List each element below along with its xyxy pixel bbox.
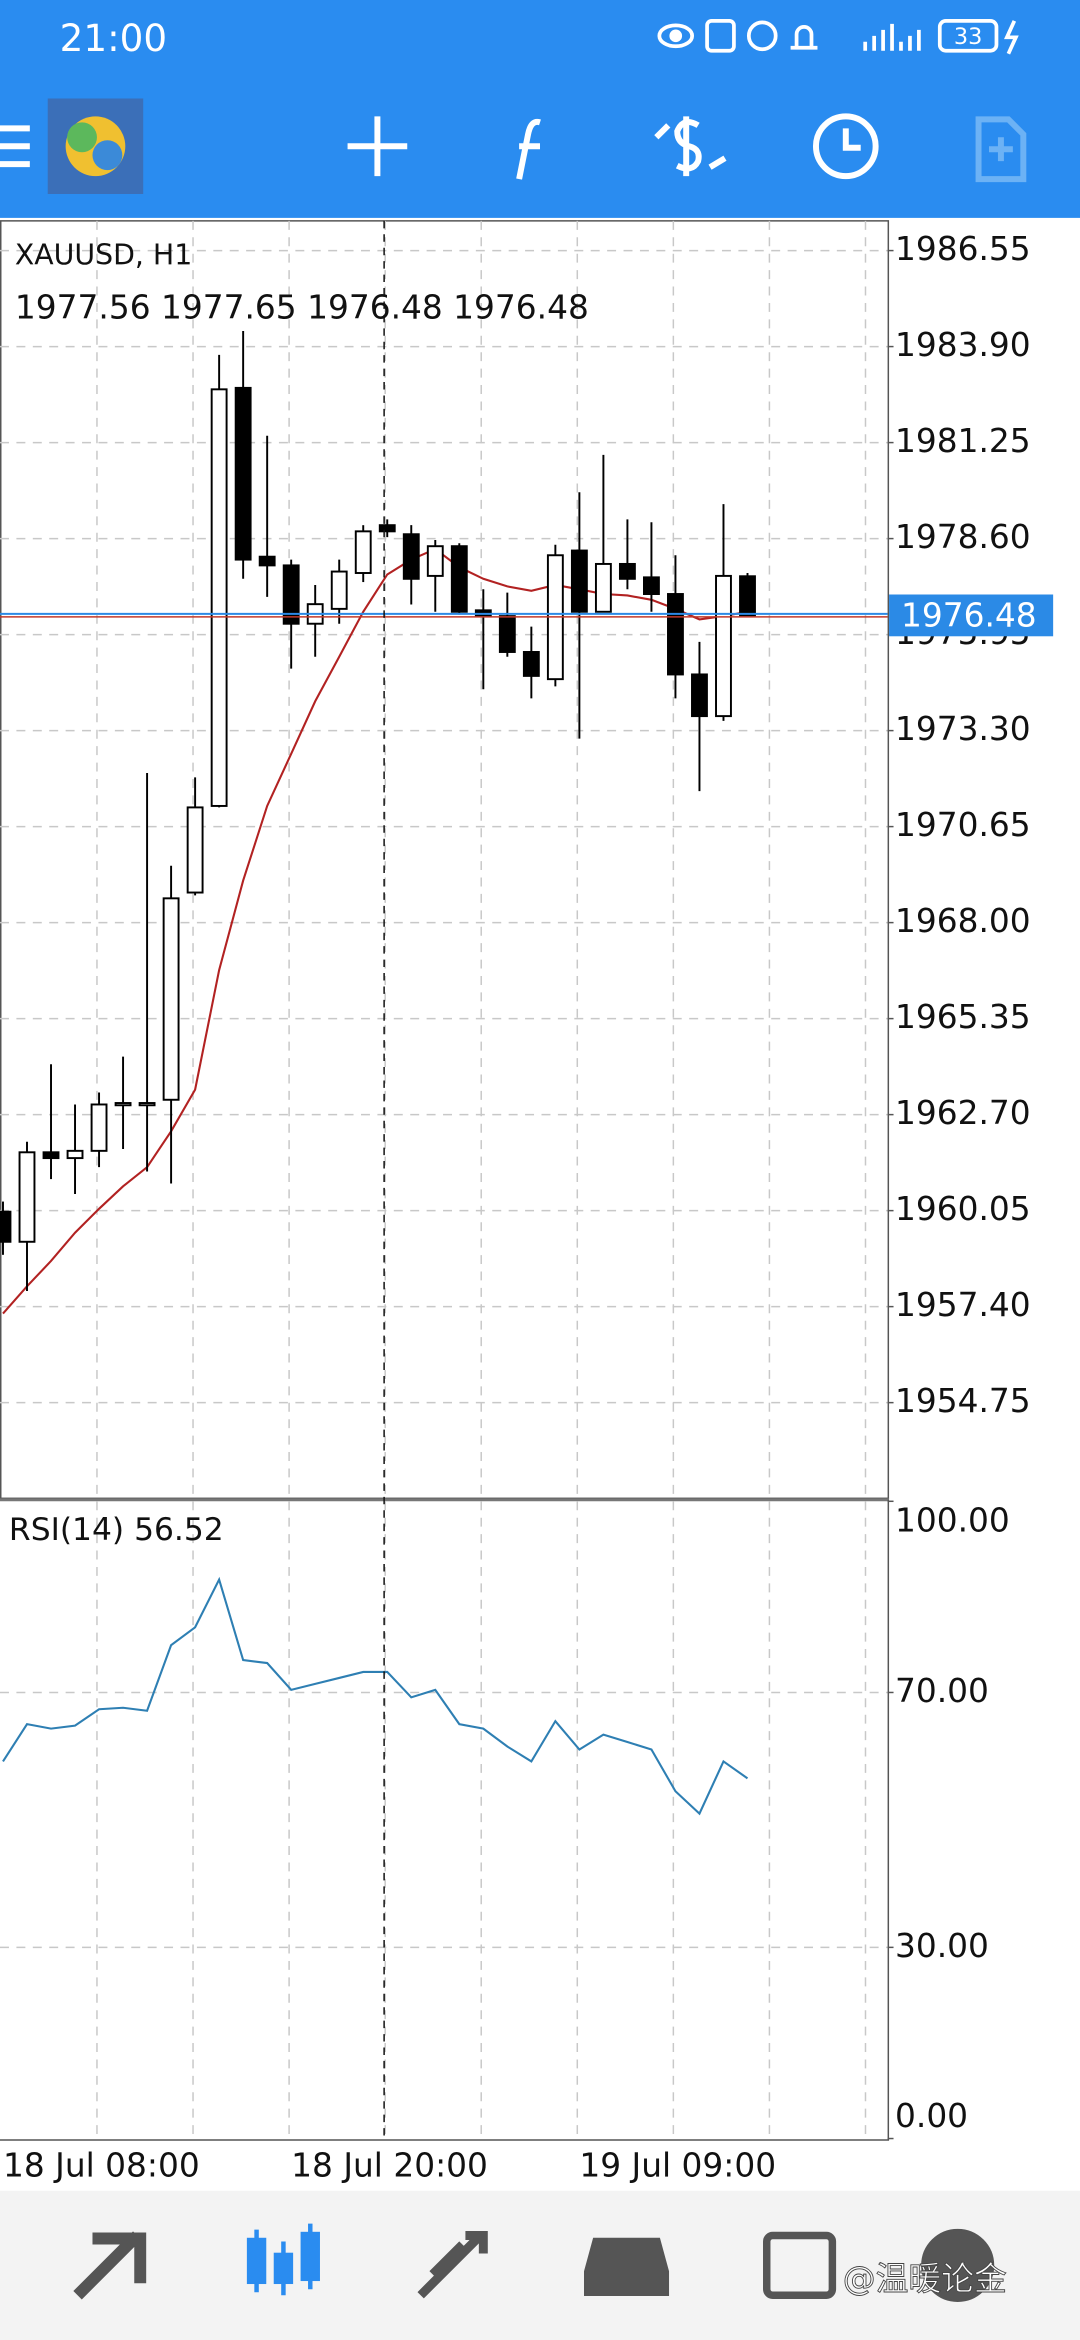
y-tick-label: 30.00: [895, 1927, 989, 1965]
status-time: 21:00: [60, 16, 167, 60]
last-price-label: 1976.48: [901, 596, 1037, 634]
candle-body: [258, 555, 276, 567]
ohlc-readout: 1977.56 1977.65 1976.48 1976.48: [15, 288, 589, 326]
candle-body: [90, 1103, 108, 1152]
battery-level: 33: [954, 24, 982, 50]
candle-body: [450, 545, 468, 613]
timeframe-button[interactable]: [812, 113, 879, 180]
watermark: @温暖论金: [843, 2260, 1007, 2298]
nav-quotes[interactable]: [73, 2231, 147, 2300]
nav-icons: [73, 2223, 995, 2302]
y-tick-label: 0.00: [895, 2097, 968, 2135]
nav-history[interactable]: [584, 2237, 670, 2296]
candle-body: [643, 576, 660, 595]
x-tick-label: 18 Jul 20:00: [291, 2146, 488, 2184]
candle-body: [715, 574, 732, 718]
crosshair-button[interactable]: [347, 116, 408, 177]
toolbar: [0, 98, 1027, 195]
y-tick-label: 1960.05: [895, 1190, 1031, 1228]
y-tick-label: 1965.35: [895, 998, 1031, 1036]
rsi-line: [2, 1576, 749, 1816]
new-order-button[interactable]: [975, 116, 1027, 183]
nav-trade[interactable]: [417, 2231, 488, 2299]
y-tick-label: 1962.70: [895, 1094, 1031, 1132]
candle-body: [330, 570, 348, 610]
y-tick-label: 1973.30: [895, 710, 1031, 748]
candle-body: [162, 897, 180, 1101]
candle-body: [354, 530, 372, 574]
bottom-nav: [0, 2190, 1080, 2340]
app-bar: [0, 0, 1080, 218]
candle-body: [498, 615, 516, 653]
y-tick-label: 1957.40: [895, 1286, 1031, 1324]
rsi-title: RSI(14) 56.52: [9, 1512, 224, 1548]
vertical-grid: [96, 220, 867, 2141]
candle-body: [138, 1102, 156, 1107]
candle-body: [66, 1149, 84, 1160]
last-price-box: [889, 594, 1054, 637]
candle-body: [282, 564, 300, 625]
candle-body: [691, 673, 708, 718]
y-tick-label: 1970.65: [895, 806, 1031, 844]
candle-body: [114, 1102, 132, 1107]
candle-body: [522, 651, 540, 677]
candle-body: [0, 1210, 12, 1243]
symbols-button[interactable]: [654, 116, 727, 177]
candle-body: [739, 575, 756, 617]
moving-average-line: [2, 547, 748, 1315]
candle-body: [618, 562, 636, 580]
chart-title: XAUUSD, H1: [15, 239, 192, 272]
candle-body: [426, 545, 444, 577]
nav-settings[interactable]: [921, 2228, 995, 2302]
y-tick-label: 1954.75: [895, 1382, 1031, 1420]
nav-news[interactable]: [763, 2231, 837, 2299]
y-tick-label: 100.00: [895, 1502, 1010, 1540]
candle-body: [594, 562, 612, 613]
y-tick-label: 1978.60: [895, 518, 1031, 556]
candle-body: [570, 549, 588, 613]
y-tick-label: 1986.55: [895, 230, 1031, 268]
candle-body: [210, 388, 228, 807]
status-icons: [657, 19, 1019, 55]
y-tick-label: 1983.90: [895, 326, 1031, 364]
y-tick-label: 1968.00: [895, 902, 1031, 940]
candle-body: [667, 593, 684, 676]
candle-body: [186, 806, 204, 894]
candle-body: [378, 524, 396, 533]
y-tick-label: 70.00: [895, 1672, 989, 1710]
x-tick-label: 18 Jul 08:00: [3, 2146, 200, 2184]
y-tick-label: 1981.25: [895, 422, 1031, 460]
candle-body: [402, 533, 420, 580]
plot-layer: 1986.551983.901981.251978.601975.951973.…: [0, 230, 1054, 2184]
candle-body: [42, 1151, 60, 1160]
nav-chart[interactable]: [246, 2223, 320, 2296]
candle-body: [18, 1151, 36, 1243]
menu-button[interactable]: [0, 125, 30, 168]
x-tick-label: 19 Jul 09:00: [579, 2146, 776, 2184]
indicators-button[interactable]: [516, 118, 541, 180]
candle-body: [234, 386, 252, 561]
